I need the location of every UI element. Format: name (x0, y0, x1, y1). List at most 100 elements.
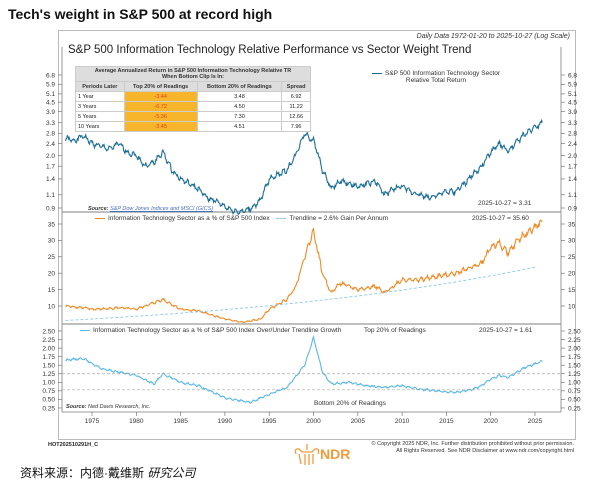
top-20-label: Top 20% of Readings (364, 327, 426, 334)
legend-swatch-top (372, 72, 382, 74)
y-tick-label: 1.7 (46, 163, 55, 170)
legend-swatch-mid (95, 217, 105, 219)
table-cell: 10 Years (75, 121, 125, 132)
legend-label: Relative Total Return (405, 77, 467, 84)
y-tick-label: 6.8 (46, 72, 55, 79)
y-tick-label: 0.25 (42, 405, 55, 412)
source-label: Source: (88, 206, 109, 212)
x-tick-label: 2025 (528, 418, 543, 425)
y-tick-label: 2.50 (42, 328, 55, 335)
y-tick-label: 1.25 (42, 371, 55, 378)
top-last-value: 2025-10-27 = 3.31 (478, 200, 532, 207)
y-tick-label: 0.25 (568, 405, 581, 412)
table-row: 5 Years -5.36 7.30 12.66 (75, 111, 311, 122)
y-tick-label: 1.75 (42, 354, 55, 361)
chart-frame (58, 30, 576, 440)
y-tick-label: 0.75 (42, 388, 55, 395)
table-cell: 3 Years (75, 101, 125, 112)
y-tick-label: 5.9 (568, 82, 577, 89)
y-tick-label: 3.3 (46, 120, 55, 127)
table-header: Top 20% of Readings (123, 81, 198, 92)
table-cell: 7.30 (196, 111, 283, 122)
x-tick-label: 1985 (173, 418, 188, 425)
logo-text: NDR (320, 446, 351, 462)
table-cell: -3.45 (123, 121, 198, 132)
y-tick-label: 20 (48, 271, 56, 278)
returns-table: Average Annualized Return in S&P 500 Inf… (75, 66, 311, 132)
series-line-over-under-trend (65, 335, 543, 405)
top-legend: S&P 500 Information Technology Sector Re… (372, 70, 500, 84)
y-tick-label: 4.5 (568, 99, 577, 106)
x-tick-label: 2000 (306, 418, 321, 425)
table-title-line2: When Bottom Clip Is In: (161, 74, 225, 80)
y-tick-label: 2.50 (568, 328, 581, 335)
y-tick-label: 1.7 (568, 163, 577, 170)
table-row: 3 Years -6.72 4.50 11.22 (75, 101, 311, 112)
table-cell: 7.96 (281, 121, 311, 132)
y-tick-label: 5.9 (46, 82, 55, 89)
y-tick-label: 4.5 (46, 99, 55, 106)
table-cell: 1 Year (75, 91, 125, 102)
table-cell: 4.51 (196, 121, 283, 132)
y-tick-label: 2.00 (568, 345, 581, 352)
chart-marks (62, 118, 561, 405)
table-header: Periods Later (75, 81, 125, 92)
y-tick-label: 35 (568, 221, 576, 228)
y-tick-label: 30 (568, 238, 576, 245)
source-cn-label: 资料来源：内德·戴维斯 (20, 466, 144, 480)
y-tick-label: 1.00 (568, 380, 581, 387)
mid-legend: Information Technology Sector as a % of … (95, 215, 388, 222)
source-link[interactable]: S&P Dow Jones Indices and MSCI (GICS) (110, 206, 214, 212)
y-tick-label: 1.00 (42, 380, 55, 387)
y-tick-label: 35 (48, 221, 56, 228)
top-source: Source: S&P Dow Jones Indices and MSCI (… (88, 206, 213, 212)
y-tick-label: 3.9 (46, 109, 55, 116)
y-tick-label: 0.9 (46, 205, 55, 212)
bot-legend: Information Technology Sector as a % of … (80, 327, 341, 334)
y-tick-label: 1.50 (568, 363, 581, 370)
y-tick-label: 1.1 (46, 192, 55, 199)
y-tick-label: 0.50 (568, 397, 581, 404)
x-tick-label: 2005 (351, 418, 366, 425)
legend-label: S&P 500 Information Technology Sector (385, 70, 501, 77)
table-cell: 5 Years (75, 111, 125, 122)
table-cell: 3.48 (196, 91, 283, 102)
table-cell: 6.92 (281, 91, 311, 102)
y-tick-label: 2.0 (46, 153, 55, 160)
bottom-20-label: Bottom 20% of Readings (314, 400, 386, 407)
ndr-logo: NDR (292, 440, 350, 473)
chart-code: HOT202510291H_C (48, 442, 99, 448)
bot-source: Source: Ned Davis Research, Inc. (66, 404, 150, 410)
legend-swatch-trend (276, 217, 287, 219)
y-tick-label: 2.4 (568, 141, 577, 148)
table-row: 10 Years -3.45 4.51 7.96 (75, 121, 311, 132)
bot-last-value: 2025-10-27 = 1.61 (479, 327, 533, 334)
mid-last-value: 2025-10-27 = 35.60 (472, 215, 529, 222)
y-tick-label: 10 (568, 303, 576, 310)
y-tick-label: 2.25 (42, 337, 55, 344)
y-tick-label: 0.75 (568, 388, 581, 395)
x-tick-label: 1990 (218, 418, 233, 425)
table-title-line1: Average Annualized Return in S&P 500 Inf… (94, 68, 292, 74)
y-tick-label: 1.1 (568, 192, 577, 199)
table-row: 1 Year -3.44 3.48 6.92 (75, 91, 311, 102)
y-tick-label: 2.00 (42, 345, 55, 352)
copyright-line1: © Copyright 2025 NDR, Inc. Further distr… (371, 441, 574, 447)
table-cell: 4.50 (196, 101, 283, 112)
y-tick-label: 1.25 (568, 371, 581, 378)
copyright-line2: All Rights Reserved. See NDR Disclaimer … (396, 448, 574, 454)
x-tick-label: 1995 (262, 418, 277, 425)
table-header: Bottom 20% of Readings (196, 81, 283, 92)
y-tick-label: 15 (48, 287, 56, 294)
table-cell: 12.66 (281, 111, 311, 122)
y-tick-label: 2.4 (46, 141, 55, 148)
x-tick-label: 2010 (395, 418, 410, 425)
y-tick-label: 25 (48, 254, 56, 261)
x-tick-label: 2015 (439, 418, 454, 425)
y-tick-label: 0.50 (42, 397, 55, 404)
table-cell: -5.36 (123, 111, 198, 122)
y-tick-label: 1.50 (42, 363, 55, 370)
legend-label: Information Technology Sector as a % of … (108, 215, 270, 222)
chart-axes: 6.8 6.85.9 5.95.1 5.14.5 4.53.9 3.93.3 3.32.8 2… (42, 47, 581, 425)
